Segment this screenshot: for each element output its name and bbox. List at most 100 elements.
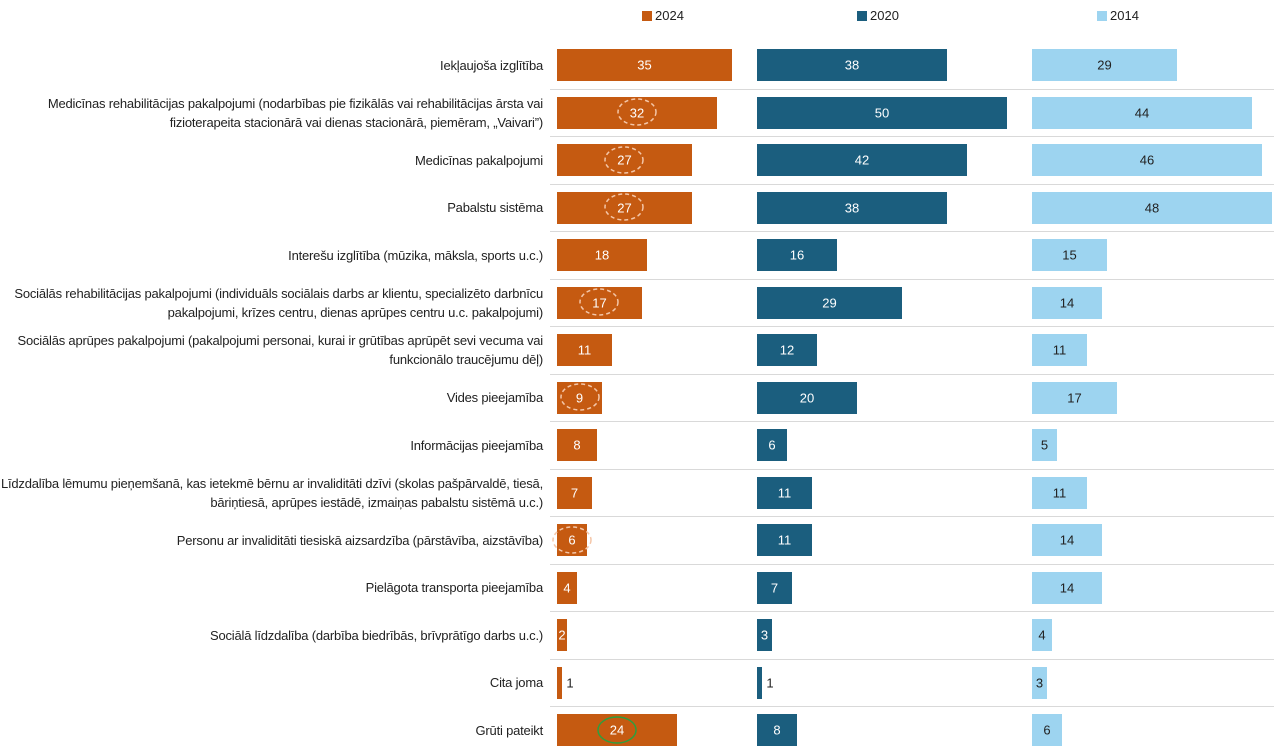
legend-swatch — [1097, 10, 1107, 21]
value-label: 11 — [777, 485, 792, 500]
category-label: Sociālās rehabilitācijas pakalpojumi (in… — [14, 285, 543, 320]
bar — [757, 239, 837, 271]
value-label: 29 — [822, 295, 837, 310]
category-label: Sociālā līdzdalība (darbība biedrībās, b… — [209, 627, 543, 643]
legend-swatch — [642, 10, 652, 21]
row-separator — [550, 326, 1274, 328]
legend-label: 2020 — [870, 8, 899, 23]
category-label: Vides pieejamība — [446, 390, 543, 405]
bar — [757, 619, 772, 651]
bar — [557, 476, 592, 509]
value-label: 14 — [1059, 532, 1075, 548]
value-label: 11 — [577, 342, 592, 358]
legend-label: 2024 — [655, 8, 684, 23]
bar — [1032, 619, 1052, 651]
bar — [1032, 571, 1102, 604]
legend-swatch — [857, 10, 867, 21]
value-label: 11 — [777, 532, 792, 548]
bar — [1032, 334, 1087, 366]
value-label: 7 — [570, 485, 579, 500]
value-label: 12 — [779, 342, 795, 358]
bar — [1032, 429, 1057, 461]
value-label: 44 — [1134, 105, 1150, 120]
value-label: 2 — [558, 627, 566, 643]
bar — [757, 571, 792, 604]
value-label: 4 — [1038, 627, 1046, 643]
legend-item: 2014 — [1097, 8, 1139, 23]
bar — [757, 524, 812, 556]
category-label: Līdzdalība lēmumu pieņemšanā, kas ietekm… — [0, 475, 543, 510]
value-label: 42 — [854, 152, 870, 168]
bar — [557, 334, 612, 366]
value-label: 14 — [1059, 580, 1075, 595]
bar — [757, 476, 812, 509]
value-label: 20 — [799, 390, 815, 405]
bar — [557, 239, 647, 271]
value-label: 38 — [844, 200, 860, 215]
value-label: 29 — [1097, 57, 1112, 73]
bar — [757, 144, 967, 176]
category-label: Informācijas pieejamība — [410, 437, 543, 453]
bar — [757, 334, 817, 366]
category-label: Personu ar invaliditāti tiesiskā aizsard… — [176, 532, 543, 548]
value-label: 11 — [1052, 342, 1067, 358]
category-label: Medicīnas rehabilitācijas pakalpojumi (n… — [47, 95, 543, 130]
bar — [1032, 476, 1087, 509]
value-label: 15 — [1062, 247, 1077, 263]
bar — [1032, 239, 1107, 271]
row-separator — [550, 421, 1274, 423]
value-label: 35 — [637, 57, 652, 73]
bar — [557, 49, 732, 81]
value-label: 11 — [1052, 485, 1067, 500]
value-label: 5 — [1040, 437, 1049, 453]
bar — [1032, 666, 1047, 699]
category-label: Sociālās aprūpes pakalpojumi (pakalpojum… — [17, 333, 543, 367]
value-label: 17 — [1067, 390, 1082, 405]
bar — [1032, 96, 1252, 129]
row-separator — [550, 658, 1274, 660]
value-label: 50 — [874, 105, 890, 120]
row-separator — [550, 183, 1274, 185]
value-label: 32 — [629, 105, 645, 120]
bar — [757, 429, 787, 461]
bar — [757, 381, 857, 414]
value-label: 1 — [566, 675, 574, 690]
bar — [1032, 49, 1177, 81]
bar — [557, 666, 562, 699]
legend-item: 2024 — [642, 8, 684, 23]
row-separator — [550, 231, 1274, 233]
value-label: 38 — [844, 57, 860, 73]
value-label: 3 — [760, 627, 769, 643]
bar — [757, 49, 947, 81]
value-label: 48 — [1144, 200, 1160, 215]
value-label: 7 — [770, 580, 779, 595]
value-label: 6 — [1043, 722, 1051, 738]
value-label: 3 — [1035, 675, 1044, 690]
row-separator — [550, 516, 1274, 518]
value-label: 9 — [575, 390, 584, 405]
bar — [1032, 144, 1262, 176]
value-label: 14 — [1059, 295, 1075, 310]
bar — [757, 191, 947, 224]
bar — [1032, 191, 1272, 224]
bar — [1032, 714, 1062, 746]
bar — [757, 714, 797, 746]
row-separator — [550, 88, 1274, 90]
category-label: Cita joma — [489, 675, 543, 690]
value-label: 16 — [789, 247, 805, 263]
legend-item: 2020 — [857, 8, 899, 23]
category-label: Grūti pateikt — [475, 722, 544, 738]
row-separator — [550, 611, 1274, 613]
row-separator — [550, 706, 1274, 708]
bar — [557, 619, 567, 651]
value-label: 24 — [609, 722, 625, 738]
value-label: 17 — [592, 295, 607, 310]
value-label: 27 — [617, 200, 632, 215]
value-label: 8 — [773, 722, 781, 738]
bar — [757, 666, 762, 699]
row-separator — [550, 278, 1274, 280]
bar — [557, 571, 577, 604]
row-separator — [550, 136, 1274, 138]
category-label: Pielāgota transporta pieejamība — [365, 580, 544, 595]
